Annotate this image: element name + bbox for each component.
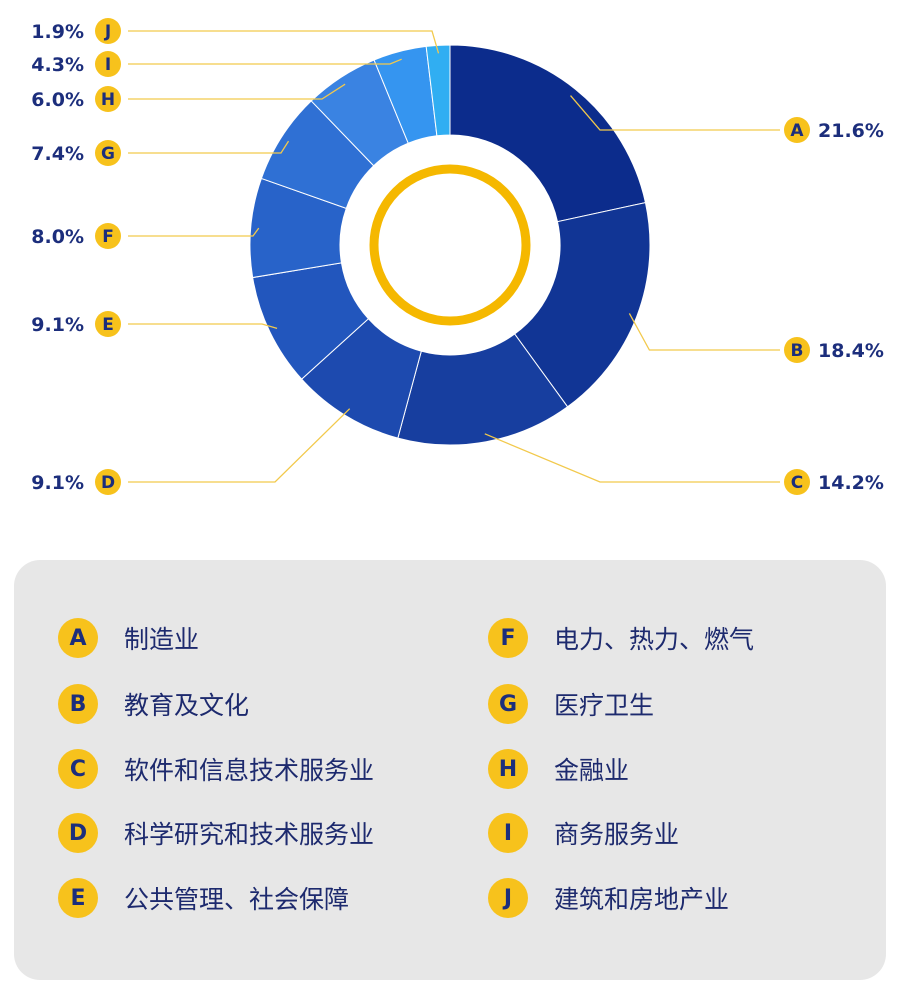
value-label-d: 9.1%: [31, 472, 84, 494]
legend-label-i: 商务服务业: [554, 820, 680, 849]
legend-item-f: F 电力、热力、燃气: [488, 616, 754, 660]
legend-item-i: I 商务服务业: [488, 811, 679, 855]
callout-badge-c: [784, 469, 810, 495]
legend-item-d: D 科学研究和技术服务业: [58, 811, 374, 855]
inner-ring: [369, 164, 531, 326]
callout-badge-g: [95, 140, 121, 166]
value-label-i: 4.3%: [31, 54, 84, 76]
callout-letter-g: G: [101, 144, 115, 164]
leader-line-d: [128, 408, 351, 483]
value-label-e: 9.1%: [31, 314, 84, 336]
legend-badge-j: J: [488, 878, 528, 918]
legend-label-h: 金融业: [554, 756, 630, 785]
legend-panel: A 制造业 B 教育及文化 C 软件和信息技术服务业 D 科学研究和技术服务业 E 公共管理、社会…: [14, 560, 886, 980]
legend-item-c: C 软件和信息技术服务业: [58, 747, 374, 791]
callout-letter-a: A: [790, 121, 804, 141]
leaders-layer: [128, 30, 780, 483]
callout-letter-b: B: [791, 341, 804, 361]
legend-badge-e: E: [58, 878, 98, 918]
legend-badge-f: F: [488, 618, 528, 658]
value-label-h: 6.0%: [31, 89, 84, 111]
legend-item-a: A 制造业: [58, 616, 199, 660]
callout-letter-c: C: [791, 473, 803, 493]
callout-letter-f: F: [102, 227, 114, 247]
callout-letter-d: D: [101, 473, 115, 493]
leader-line-g: [128, 140, 290, 154]
value-label-c: 14.2%: [818, 472, 884, 494]
callouts-layer: A 21.6% B 18.4% C 14.2% D 9.1% E 9.1% F 8.0% G 7.4% H6…: [31, 18, 884, 495]
donut-chart: A 21.6% B 18.4% C 14.2% D 9.1% E 9.1% F 8.0% G 7.4% H6…: [31, 18, 884, 495]
callout-badge-h: [95, 86, 121, 112]
leader-line-j: [128, 30, 440, 54]
legend-badge-i: I: [488, 813, 528, 853]
legend-item-j: J 建筑和房地产业: [488, 876, 729, 920]
legend-badge-g: G: [488, 684, 528, 724]
legend-label-a: 制造业: [124, 625, 200, 654]
legend-label-b: 教育及文化: [124, 691, 250, 720]
callout-badge-j: [95, 18, 121, 44]
callout-badge-d: [95, 469, 121, 495]
callout-badge-e: [95, 311, 121, 337]
callout-badge-a: [784, 117, 810, 143]
slice-a: [449, 44, 647, 223]
value-label-j: 1.9%: [31, 21, 84, 43]
value-label-f: 8.0%: [31, 226, 84, 248]
legend-badge-c: C: [58, 749, 98, 789]
leader-line-a: [570, 95, 780, 131]
legend-label-d: 科学研究和技术服务业: [124, 820, 375, 849]
legend-item-e: E 公共管理、社会保障: [58, 876, 349, 920]
leader-line-h: [128, 83, 346, 100]
slices-layer: [249, 44, 651, 446]
value-label-g: 7.4%: [31, 143, 84, 165]
callout-letter-i: I: [105, 55, 111, 75]
callout-badge-f: [95, 223, 121, 249]
callout-letter-j: J: [104, 22, 111, 42]
legend-item-h: H 金融业: [488, 747, 629, 791]
leader-line-i: [128, 58, 402, 65]
legend-item-b: B 教育及文化: [58, 682, 249, 726]
slice-j: [425, 44, 451, 137]
legend-item-g: G 医疗卫生: [488, 682, 654, 726]
legend-badge-b: B: [58, 684, 98, 724]
leader-line-f: [128, 227, 260, 237]
callout-badge-b: [784, 337, 810, 363]
legend-label-f: 电力、热力、燃气: [554, 625, 755, 654]
slice-b: [513, 202, 651, 408]
legend-label-e: 公共管理、社会保障: [124, 885, 350, 914]
callout-letter-h: H: [101, 90, 115, 110]
legend-label-c: 软件和信息技术服务业: [124, 756, 375, 785]
callout-badge-i: [95, 51, 121, 77]
legend-label-j: 建筑和房地产业: [554, 885, 730, 914]
legend-badge-a: A: [58, 618, 98, 658]
value-label-a: 21.6%: [818, 120, 884, 142]
legend-badge-h: H: [488, 749, 528, 789]
callout-letter-e: E: [102, 315, 114, 335]
legend-badge-d: D: [58, 813, 98, 853]
leader-line-e: [128, 323, 278, 330]
value-label-b: 18.4%: [818, 340, 884, 362]
legend-label-g: 医疗卫生: [554, 691, 655, 720]
leader-line-b: [628, 313, 780, 351]
leader-line-c: [484, 433, 780, 483]
